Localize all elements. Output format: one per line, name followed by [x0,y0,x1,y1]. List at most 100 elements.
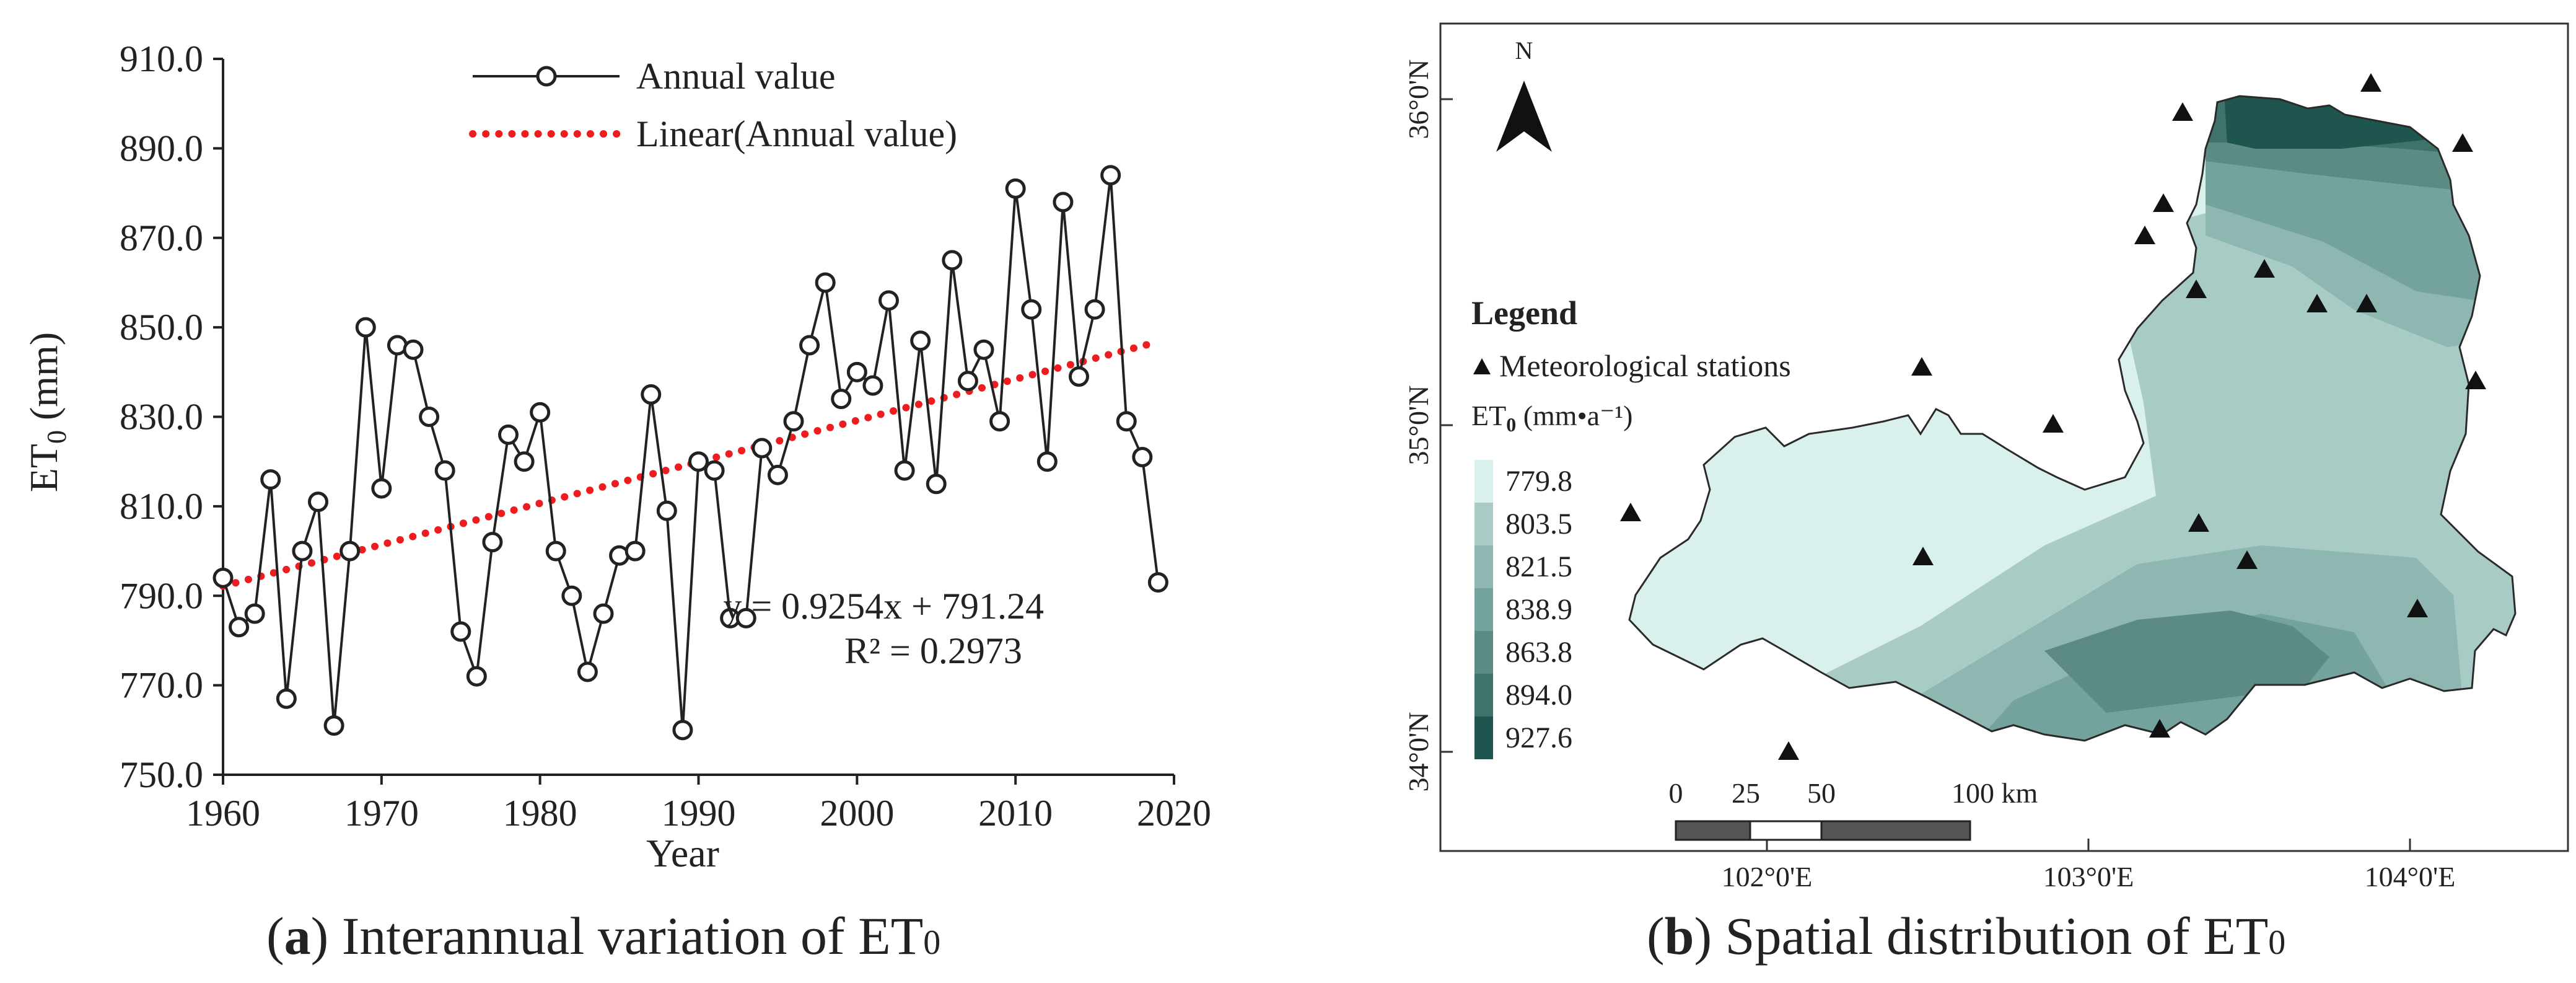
y-tick-label: 750.0 [120,754,203,795]
basin-boundary [1628,95,2517,742]
longitude-labels: 102°0'E 103°0'E 104°0'E [1722,839,2456,886]
x-tick-label: 2020 [1137,793,1211,834]
station-marker [2307,294,2328,312]
data-point [957,371,978,392]
x-axis-label: Year [646,831,719,875]
station-marker [1778,741,1799,760]
data-point [815,272,836,293]
legend-station-icon [1473,358,1491,374]
x-tick-label: 1980 [503,793,577,834]
meteorological-stations [1620,73,2486,760]
y-tick-label: 870.0 [120,218,203,258]
chart-legend: Annual value Linear(Annual value) [469,56,957,154]
data-point [244,603,265,624]
data-point [942,250,963,271]
regression-equation: y = 0.9254x + 791.24 [723,586,1044,627]
station-marker [1912,547,1934,565]
x-tick-label: 1960 [186,793,260,834]
y-tick-label: 790.0 [120,575,203,616]
data-point [1036,451,1058,472]
station-marker [2465,371,2486,389]
data-point [545,540,566,562]
station-marker [2254,259,2275,278]
legend-swatch [1474,588,1493,631]
data-point [434,460,455,481]
y-tick-label: 770.0 [120,665,203,706]
data-point [783,411,804,432]
map-legend: Legend Meteorological stations ET0 (mm•a… [1471,294,1791,759]
x-tick-label: 2010 [978,793,1053,834]
legend-class-label: 803.5 [1505,508,1572,540]
data-point [894,460,915,481]
et0-line-chart: 750.0 770.0 790.0 810.0 830.0 850.0 870.0 890.0… [22,38,1211,875]
data-point [799,335,820,356]
y-tick-label: 830.0 [120,397,203,438]
lat-label: 36°0'N [1403,60,1434,139]
legend-swatch [1474,503,1493,545]
data-point [260,469,281,490]
lat-label: 34°0'N [1403,712,1434,792]
legend-class-label: 779.8 [1505,465,1572,498]
data-point [593,603,614,624]
legend-class-label: 821.5 [1505,550,1572,583]
data-point [403,339,424,360]
et0-spatial-map: N Legend Meteorological stations ET0 (mm… [1403,22,2569,886]
data-point [1116,411,1137,432]
y-tick-label: 810.0 [120,486,203,527]
lon-label: 102°0'E [1722,861,1813,886]
station-marker [2172,102,2193,121]
data-point [1053,192,1074,213]
data-point [1147,572,1168,593]
legend-annual-label: Annual value [636,56,836,97]
scale-label-50: 50 [1807,777,1836,809]
annual-series [212,165,1168,741]
station-marker [2188,513,2209,532]
y-tick-label: 910.0 [120,38,203,79]
data-point [751,438,773,459]
station-marker [2356,294,2377,312]
station-marker [2186,280,2207,298]
data-point [514,451,535,472]
caption-a: (a) Interannual variation of ET0 [266,906,941,966]
data-point [229,617,250,638]
lon-label: 104°0'E [2365,861,2456,886]
data-point [1021,299,1042,320]
north-label: N [1515,37,1533,64]
data-point [530,402,551,423]
y-tick-label: 850.0 [120,307,203,348]
legend-swatch [1474,631,1493,674]
data-point [308,492,328,513]
data-point [767,464,788,485]
legend-class-label: 894.0 [1505,679,1572,712]
data-point [878,290,899,311]
legend-swatch [1474,716,1493,759]
data-point [688,451,709,472]
legend-trend-label: Linear(Annual value) [636,113,957,154]
data-point [989,411,1010,432]
data-point [355,317,376,338]
station-marker [2149,719,2170,738]
data-point [292,540,313,562]
data-point [1069,366,1089,387]
data-point [498,424,519,445]
legend-class-label: 838.9 [1505,593,1572,626]
legend-annual-marker [536,66,557,87]
legend-swatch [1474,674,1493,716]
lon-label: 103°0'E [2043,861,2134,886]
data-point [577,661,598,682]
scale-label-100km: 100 km [1952,777,2038,809]
legend-class-label: 863.8 [1505,636,1572,669]
latitude-labels: 36°0'N 35°0'N 34°0'N [1403,60,1453,792]
data-point [371,478,392,499]
data-point [340,540,361,562]
y-tick-label: 890.0 [120,128,203,169]
data-point [624,540,646,562]
scale-bar: 0 25 50 100 km [1669,777,2038,841]
r-squared: R² = 0.2973 [844,630,1022,671]
data-point [212,567,234,588]
station-marker [2134,226,2155,244]
x-tick-label: 1990 [662,793,736,834]
scale-label-25: 25 [1732,777,1760,809]
x-tick-label: 1970 [344,793,419,834]
y-axis-label: ET0 (mm) [22,332,72,492]
